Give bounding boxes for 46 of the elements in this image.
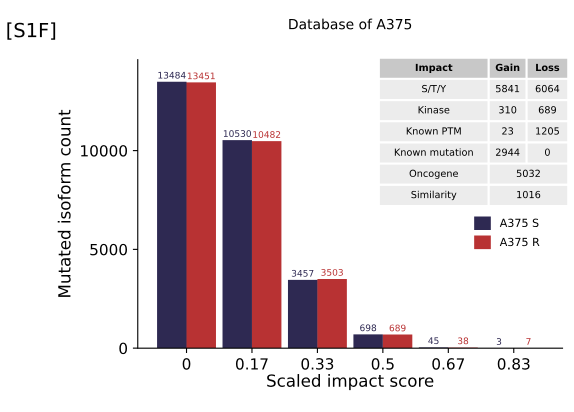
data-label: 3457 xyxy=(292,270,314,277)
x-tick-label: 0.5 xyxy=(372,358,394,370)
data-label: 38 xyxy=(458,337,468,344)
y-axis-title: Mutated isoform count xyxy=(58,110,71,297)
legend-label: A375 R xyxy=(500,238,540,246)
annotation: 2944 xyxy=(496,148,520,156)
annotation: S/T/Y xyxy=(422,84,446,94)
annotation: Known PTM xyxy=(406,127,461,135)
text: [S1F] xyxy=(7,22,56,40)
x-axis-title: Scaled impact score xyxy=(267,374,434,390)
annotation: 310 xyxy=(499,106,516,114)
x-tick-label: 0.83 xyxy=(498,358,530,370)
x-tick-label: 0.67 xyxy=(432,358,464,370)
x-tick-label: 0 xyxy=(182,358,190,370)
annotation: Loss xyxy=(536,64,560,72)
data-label: 3 xyxy=(496,338,502,345)
data-label: 689 xyxy=(390,324,406,332)
annotation: 1016 xyxy=(517,190,540,198)
data-label: 10482 xyxy=(253,131,280,138)
annotation: Gain xyxy=(496,64,520,72)
annotation: Known mutation xyxy=(394,148,473,156)
annotation: Similarity xyxy=(411,190,456,200)
annotation: 1205 xyxy=(536,127,559,135)
data-label: 13484 xyxy=(158,72,186,79)
x-tick-label: 0.17 xyxy=(236,358,268,370)
annotation: 23 xyxy=(502,127,514,135)
data-label: 10530 xyxy=(224,130,251,137)
legend-label: A375 S xyxy=(500,218,538,228)
x-tick-label: 0.33 xyxy=(301,358,334,370)
y-tick-label: 10000 xyxy=(81,145,128,157)
chart-title: Database of A375 xyxy=(289,18,412,30)
data-label: 3503 xyxy=(321,268,343,276)
y-tick-label: 0 xyxy=(119,342,128,354)
data-label: 13451 xyxy=(188,72,215,80)
annotation: 6064 xyxy=(536,84,560,92)
data-label: 698 xyxy=(360,324,376,332)
data-label: 7 xyxy=(526,338,531,345)
annotation: 5032 xyxy=(516,170,540,178)
annotation: 0 xyxy=(544,148,550,156)
annotation: Oncogene xyxy=(410,170,458,179)
annotation: 689 xyxy=(538,106,556,114)
annotation: Impact xyxy=(416,64,452,73)
y-tick-label: 5000 xyxy=(90,244,128,256)
data-label: 45 xyxy=(428,337,439,344)
annotation: 5841 xyxy=(496,84,520,92)
annotation: Kinase xyxy=(418,106,450,114)
